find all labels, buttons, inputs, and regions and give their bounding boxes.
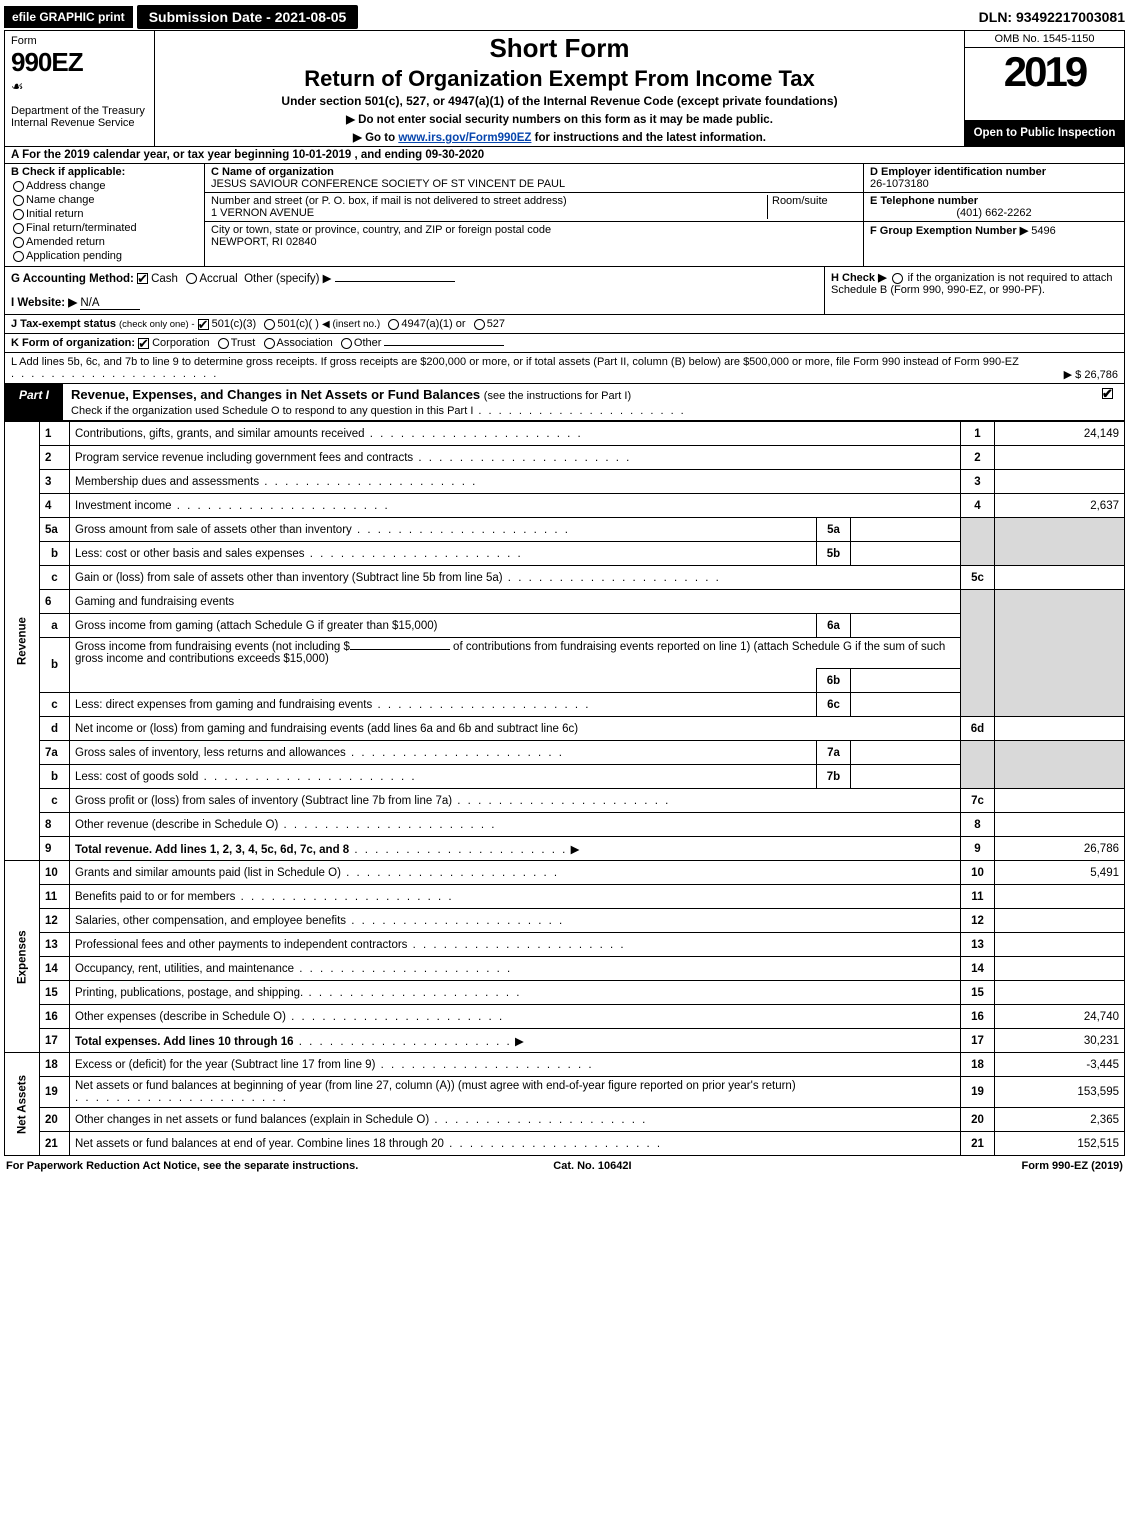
ein-value: 26-1073180 xyxy=(870,178,929,190)
dln-label: DLN: 93492217003081 xyxy=(979,9,1125,25)
chk-initial-return[interactable] xyxy=(13,209,24,220)
open-public-badge: Open to Public Inspection xyxy=(965,120,1124,146)
line-j: J Tax-exempt status (check only one) - 5… xyxy=(4,315,1125,334)
footer-catno: Cat. No. 10642I xyxy=(553,1160,631,1172)
box-c: C Name of organization JESUS SAVIOUR CON… xyxy=(205,164,864,266)
line-4-value: 2,637 xyxy=(995,494,1125,518)
tax-year: 2019 xyxy=(965,48,1124,120)
phone-value: (401) 662-2262 xyxy=(870,207,1118,219)
form-number: 990EZ xyxy=(11,47,148,78)
main-title: Return of Organization Exempt From Incom… xyxy=(161,66,958,92)
c-room-label: Room/suite xyxy=(772,195,828,207)
chk-application-pending[interactable] xyxy=(13,251,24,262)
sidebar-revenue: Revenue xyxy=(5,422,40,861)
org-name: JESUS SAVIOUR CONFERENCE SOCIETY OF ST V… xyxy=(211,178,565,190)
org-city: NEWPORT, RI 02840 xyxy=(211,236,317,248)
chk-amended-return[interactable] xyxy=(13,237,24,248)
line-16-value: 24,740 xyxy=(995,1005,1125,1029)
submission-date-badge: Submission Date - 2021-08-05 xyxy=(137,5,359,29)
other-method-input[interactable] xyxy=(335,281,455,282)
chk-trust[interactable] xyxy=(218,338,229,349)
c-street-label: Number and street (or P. O. box, if mail… xyxy=(211,195,567,207)
chk-name-change[interactable] xyxy=(13,195,24,206)
chk-association[interactable] xyxy=(264,338,275,349)
line-19-value: 153,595 xyxy=(995,1077,1125,1108)
footer-formref: Form 990-EZ (2019) xyxy=(1021,1160,1123,1172)
form-id-block: Form 990EZ ☙ Department of the Treasury … xyxy=(5,31,155,146)
d-label: D Employer identification number xyxy=(870,166,1046,178)
f-label: F Group Exemption Number ▶ xyxy=(870,225,1028,237)
h-block: H Check ▶ if the organization is not req… xyxy=(824,267,1124,314)
c-name-label: C Name of organization xyxy=(211,166,334,178)
line-6b-contrib-input[interactable] xyxy=(350,649,450,650)
chk-schedule-o[interactable] xyxy=(1102,388,1113,399)
chk-cash[interactable] xyxy=(137,273,148,284)
short-form-heading: Short Form xyxy=(161,33,958,64)
line-17-value: 30,231 xyxy=(995,1029,1125,1053)
e-label: E Telephone number xyxy=(870,195,978,207)
part-i-title: Revenue, Expenses, and Changes in Net As… xyxy=(63,384,1124,420)
part-i-tab: Part I xyxy=(5,384,63,420)
chk-accrual[interactable] xyxy=(186,273,197,284)
efile-print-button[interactable]: efile GRAPHIC print xyxy=(4,6,133,28)
footer-paperwork: For Paperwork Reduction Act Notice, see … xyxy=(6,1160,358,1172)
i-label: I Website: ▶ xyxy=(11,297,77,309)
form-word: Form xyxy=(11,35,148,47)
ssn-warning: ▶ Do not enter social security numbers o… xyxy=(161,112,958,126)
box-b: B Check if applicable: Address change Na… xyxy=(5,164,205,266)
chk-501c[interactable] xyxy=(264,319,275,330)
line-a-period: A For the 2019 calendar year, or tax yea… xyxy=(4,147,1125,164)
line-l: L Add lines 5b, 6c, and 7b to line 9 to … xyxy=(4,353,1125,384)
title-block: Short Form Return of Organization Exempt… xyxy=(155,31,964,146)
chk-other-org[interactable] xyxy=(341,338,352,349)
line-18-value: -3,445 xyxy=(995,1053,1125,1077)
chk-address-change[interactable] xyxy=(13,181,24,192)
line-9-value: 26,786 xyxy=(995,837,1125,861)
irs-gov-link[interactable]: www.irs.gov/Form990EZ xyxy=(398,132,531,144)
line-20-value: 2,365 xyxy=(995,1108,1125,1132)
line-10-value: 5,491 xyxy=(995,861,1125,885)
g-label: G Accounting Method: xyxy=(11,273,134,285)
line-21-value: 152,515 xyxy=(995,1132,1125,1156)
gross-receipts-value: ▶ $ 26,786 xyxy=(1064,368,1118,381)
chk-corporation[interactable] xyxy=(138,338,149,349)
chk-527[interactable] xyxy=(474,319,485,330)
group-exemption-value: 5496 xyxy=(1031,225,1055,237)
subtitle: Under section 501(c), 527, or 4947(a)(1)… xyxy=(161,94,958,108)
irs-label: Internal Revenue Service xyxy=(11,117,148,129)
chk-4947[interactable] xyxy=(388,319,399,330)
other-org-input[interactable] xyxy=(384,345,504,346)
sidebar-net-assets: Net Assets xyxy=(5,1053,40,1156)
chk-501c3[interactable] xyxy=(198,319,209,330)
line-k: K Form of organization: Corporation Trus… xyxy=(4,334,1125,353)
b-label: B Check if applicable: xyxy=(11,166,125,178)
org-street: 1 VERNON AVENUE xyxy=(211,207,314,219)
sidebar-expenses: Expenses xyxy=(5,861,40,1053)
dept-label: Department of the Treasury xyxy=(11,105,148,117)
line-1-value: 24,149 xyxy=(995,422,1125,446)
website-value: N/A xyxy=(80,297,140,310)
part-i-table: Revenue 1Contributions, gifts, grants, a… xyxy=(4,421,1125,1156)
omb-number: OMB No. 1545-1150 xyxy=(965,31,1124,48)
chk-schedule-b[interactable] xyxy=(892,273,903,284)
chk-final-return[interactable] xyxy=(13,223,24,234)
goto-line: ▶ Go to www.irs.gov/Form990EZ for instru… xyxy=(161,130,958,144)
c-city-label: City or town, state or province, country… xyxy=(211,224,551,236)
